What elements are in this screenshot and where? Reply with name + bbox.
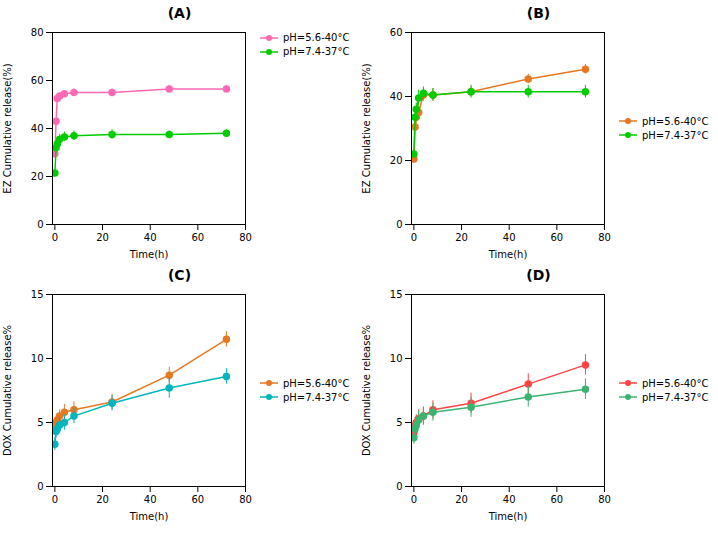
svg-text:80: 80 [239, 494, 252, 505]
svg-text:0: 0 [52, 232, 58, 243]
svg-text:40: 40 [144, 232, 157, 243]
svg-text:0: 0 [396, 219, 402, 230]
svg-text:20: 20 [96, 232, 109, 243]
svg-text:40: 40 [390, 91, 403, 102]
svg-text:20: 20 [455, 232, 468, 243]
svg-text:40: 40 [31, 123, 44, 134]
html-text:(B): (B) [526, 5, 551, 21]
svg-text:15: 15 [390, 289, 403, 300]
svg-text:Time(h): Time(h) [129, 511, 169, 522]
svg-text:DOX Cumulative release%: DOX Cumulative release% [2, 325, 13, 456]
svg-text:60: 60 [191, 494, 204, 505]
html-text:(D): (D) [526, 267, 551, 283]
svg-text:15: 15 [31, 289, 44, 300]
html-text:pH=5.6-40°C: pH=5.6-40°C [283, 32, 350, 43]
svg-text:10: 10 [390, 353, 403, 364]
svg-text:5: 5 [396, 417, 402, 428]
html-text:pH=7.4-37°C: pH=7.4-37°C [283, 46, 350, 57]
svg-text:5: 5 [37, 417, 43, 428]
html-text:pH=7.4-37°C: pH=7.4-37°C [642, 391, 709, 403]
svg-text:60: 60 [31, 75, 44, 86]
svg-text:60: 60 [390, 27, 403, 38]
svg-text:60: 60 [191, 232, 204, 243]
svg-text:EZ Cumulative release(%): EZ Cumulative release(%) [2, 63, 13, 193]
html-text:pH=7.4-37°C: pH=7.4-37°C [283, 391, 350, 403]
svg-text:80: 80 [31, 27, 44, 38]
svg-text:20: 20 [455, 494, 468, 505]
svg-text:20: 20 [31, 171, 44, 182]
svg-text:40: 40 [144, 494, 157, 505]
svg-text:0: 0 [411, 494, 417, 505]
html-text:(A): (A) [167, 5, 192, 21]
svg-text:0: 0 [396, 481, 402, 492]
svg-text:60: 60 [550, 232, 563, 243]
html-text:(C): (C) [168, 267, 191, 283]
svg-text:Time(h): Time(h) [488, 249, 528, 260]
html-text:pH=5.6-40°C: pH=5.6-40°C [642, 115, 709, 127]
svg-text:0: 0 [37, 219, 43, 230]
svg-text:10: 10 [31, 353, 44, 364]
svg-text:Time(h): Time(h) [129, 249, 169, 260]
svg-text:40: 40 [503, 494, 516, 505]
svg-text:20: 20 [390, 155, 403, 166]
svg-text:80: 80 [239, 232, 252, 243]
svg-text:60: 60 [550, 494, 563, 505]
svg-text:80: 80 [598, 494, 611, 505]
html-text:pH=5.6-40°C: pH=5.6-40°C [642, 377, 709, 389]
svg-text:20: 20 [96, 494, 109, 505]
svg-text:40: 40 [503, 232, 516, 243]
svg-text:0: 0 [411, 232, 417, 243]
html-text:pH=5.6-40°C: pH=5.6-40°C [283, 377, 350, 389]
svg-text:EZ Cumulative release(%): EZ Cumulative release(%) [361, 63, 372, 193]
svg-text:DOX Cumulative release%: DOX Cumulative release% [361, 325, 372, 456]
svg-text:0: 0 [52, 494, 58, 505]
svg-text:80: 80 [598, 232, 611, 243]
svg-text:Time(h): Time(h) [488, 511, 528, 522]
svg-text:0: 0 [37, 481, 43, 492]
html-text:pH=7.4-37°C: pH=7.4-37°C [642, 129, 709, 141]
